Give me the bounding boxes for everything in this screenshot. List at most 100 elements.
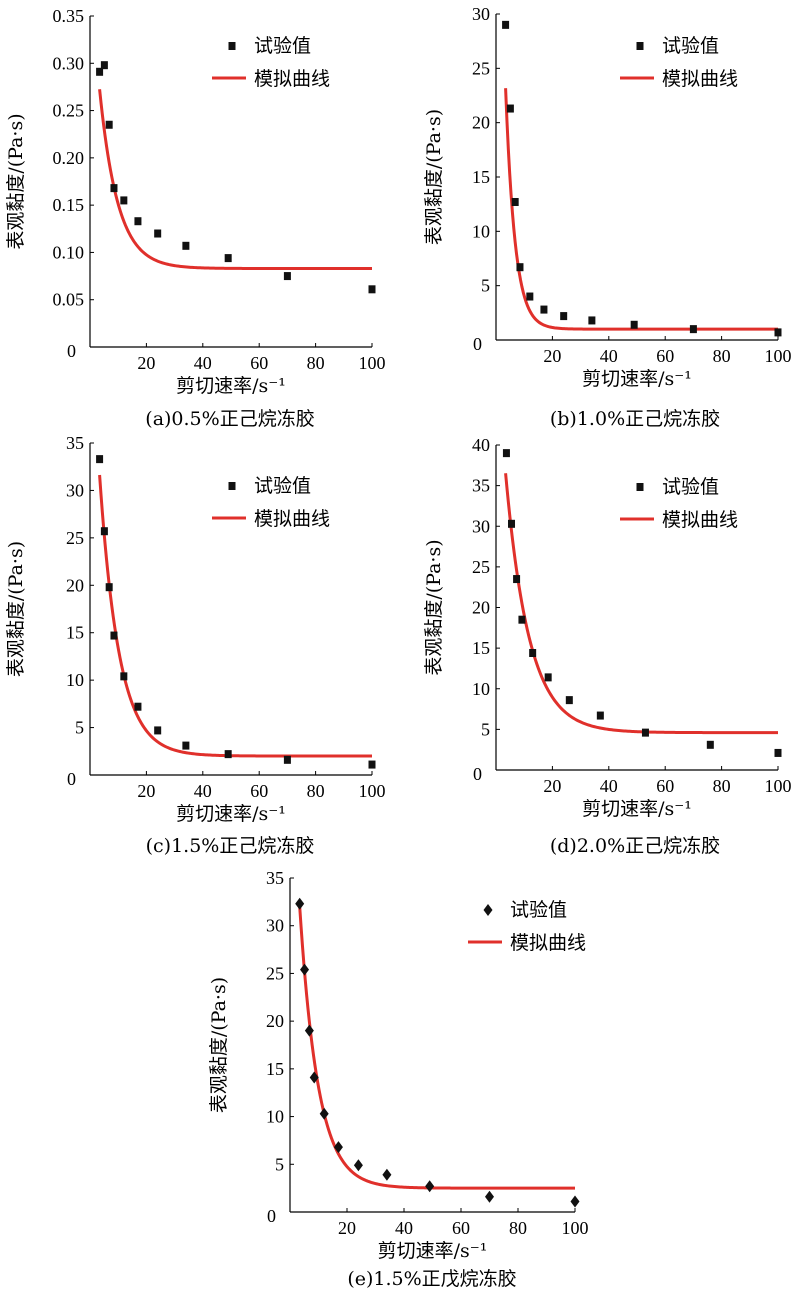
data-point xyxy=(319,1107,329,1120)
x-tick-label: 100 xyxy=(765,776,792,796)
data-point xyxy=(565,696,573,705)
x-tick-label: 100 xyxy=(359,781,386,801)
data-point xyxy=(110,184,118,193)
data-point xyxy=(120,196,128,205)
x-tick-label: 80 xyxy=(307,781,325,801)
data-point xyxy=(641,728,649,737)
y-tick-label: 5 xyxy=(481,276,490,296)
y-tick-label: 25 xyxy=(266,963,284,983)
data-point xyxy=(353,1159,363,1172)
y-tick-label: 35 xyxy=(266,868,284,888)
panel-caption: (b)1.0%正己烷冻胶 xyxy=(550,408,720,430)
x-tick-label: 100 xyxy=(359,353,386,373)
y-tick-label: 10 xyxy=(266,1107,284,1127)
data-point xyxy=(333,1141,343,1154)
y-tick-label: 15 xyxy=(472,638,490,658)
origin-label: 0 xyxy=(473,334,482,354)
legend-label-fit: 模拟曲线 xyxy=(510,932,586,954)
fit-curve xyxy=(98,89,372,271)
panel-a: 0 20 40 60 80 100 0.05 0.10 0.15 0.20 0.25 0.30 0.35… xyxy=(5,6,386,430)
origin-label: 0 xyxy=(67,341,76,361)
data-point xyxy=(526,292,534,301)
data-point xyxy=(110,631,118,640)
data-point xyxy=(304,1024,314,1037)
origin-label: 0 xyxy=(67,769,76,789)
data-point xyxy=(502,449,510,458)
data-point xyxy=(560,312,568,321)
x-tick-label: 20 xyxy=(137,353,155,373)
y-tick-label: 25 xyxy=(66,528,84,548)
y-tick-label: 5 xyxy=(75,718,84,738)
y-tick-label: 30 xyxy=(266,916,284,936)
legend-label-fit: 模拟曲线 xyxy=(662,509,738,531)
y-axis-title: 表观黏度/(Pa·s) xyxy=(423,109,445,245)
x-tick-label: 40 xyxy=(395,1218,413,1238)
data-point xyxy=(689,325,697,334)
data-point xyxy=(224,254,232,263)
x-tick-label: 40 xyxy=(600,346,618,366)
data-point xyxy=(134,217,142,226)
y-tick-label: 30 xyxy=(472,4,490,24)
x-tick-label: 60 xyxy=(250,781,268,801)
data-point xyxy=(540,305,548,314)
data-point xyxy=(368,285,376,294)
x-tick-label: 60 xyxy=(452,1218,470,1238)
data-point xyxy=(105,583,113,592)
data-point xyxy=(96,67,104,76)
y-tick-label: 10 xyxy=(66,670,84,690)
panel-b: 0 20 40 60 80 100 5 10 15 20 25 30 剪切速率/s⁻¹ 表观黏度/(Pa·… xyxy=(423,4,792,430)
x-tick-label: 80 xyxy=(713,346,731,366)
y-tick-label: 0.35 xyxy=(53,6,85,26)
legend-label-fit: 模拟曲线 xyxy=(254,68,330,90)
data-point xyxy=(182,741,190,750)
data-point xyxy=(309,1071,319,1084)
legend-marker-points xyxy=(483,904,493,916)
x-axis-title: 剪切速率/s⁻¹ xyxy=(582,798,692,820)
x-tick-label: 40 xyxy=(600,776,618,796)
data-point xyxy=(706,740,714,749)
data-point xyxy=(774,328,782,337)
data-point xyxy=(295,897,305,910)
data-point xyxy=(774,748,782,757)
legend-label-fit: 模拟曲线 xyxy=(662,68,738,90)
data-point xyxy=(105,120,113,129)
data-point xyxy=(154,726,162,735)
x-tick-label: 60 xyxy=(250,353,268,373)
y-axis-title: 表观黏度/(Pa·s) xyxy=(5,541,27,677)
data-point xyxy=(96,455,104,464)
panel-d: 020 40 60 80 100510152025303540剪切速率/s⁻¹表观黏度/… xyxy=(423,435,792,857)
y-tick-label: 25 xyxy=(472,58,490,78)
data-point xyxy=(120,672,128,681)
fit-curve xyxy=(504,473,778,735)
y-tick-label: 15 xyxy=(266,1059,284,1079)
x-axis-title: 剪切速率/s⁻¹ xyxy=(582,368,692,390)
data-point xyxy=(182,241,190,250)
origin-label: 0 xyxy=(473,764,482,784)
data-point xyxy=(368,760,376,769)
data-point xyxy=(518,615,526,624)
data-point xyxy=(596,711,604,720)
x-tick-label: 100 xyxy=(765,346,792,366)
legend-label-points: 试验值 xyxy=(254,35,311,57)
x-axis-title: 剪切速率/s⁻¹ xyxy=(378,1240,488,1262)
y-tick-label: 0.25 xyxy=(53,101,85,121)
x-tick-label: 60 xyxy=(656,346,674,366)
y-tick-label: 20 xyxy=(472,598,490,618)
x-tick-label: 20 xyxy=(338,1218,356,1238)
panel-e: 0 20 40 60 80 100 5 10 15 20 25 30 35 剪切速率/s⁻¹ 表观黏度/(P… xyxy=(208,868,589,1290)
y-tick-label: 25 xyxy=(472,557,490,577)
y-tick-label: 0.10 xyxy=(53,242,85,262)
x-tick-label: 60 xyxy=(656,776,674,796)
y-tick-label: 20 xyxy=(266,1011,284,1031)
x-tick-label: 20 xyxy=(543,346,561,366)
y-tick-label: 35 xyxy=(66,433,84,453)
legend-label-points: 试验值 xyxy=(254,475,311,497)
data-point xyxy=(630,320,638,329)
data-point xyxy=(485,1190,494,1203)
y-tick-label: 30 xyxy=(472,516,490,536)
data-point xyxy=(134,702,142,711)
data-point xyxy=(382,1168,392,1181)
panel-c: 0 20 40 60 80 100 5 10 15 20 25 30 35 剪切速率/s⁻¹ 表观黏度/(P… xyxy=(5,433,386,857)
